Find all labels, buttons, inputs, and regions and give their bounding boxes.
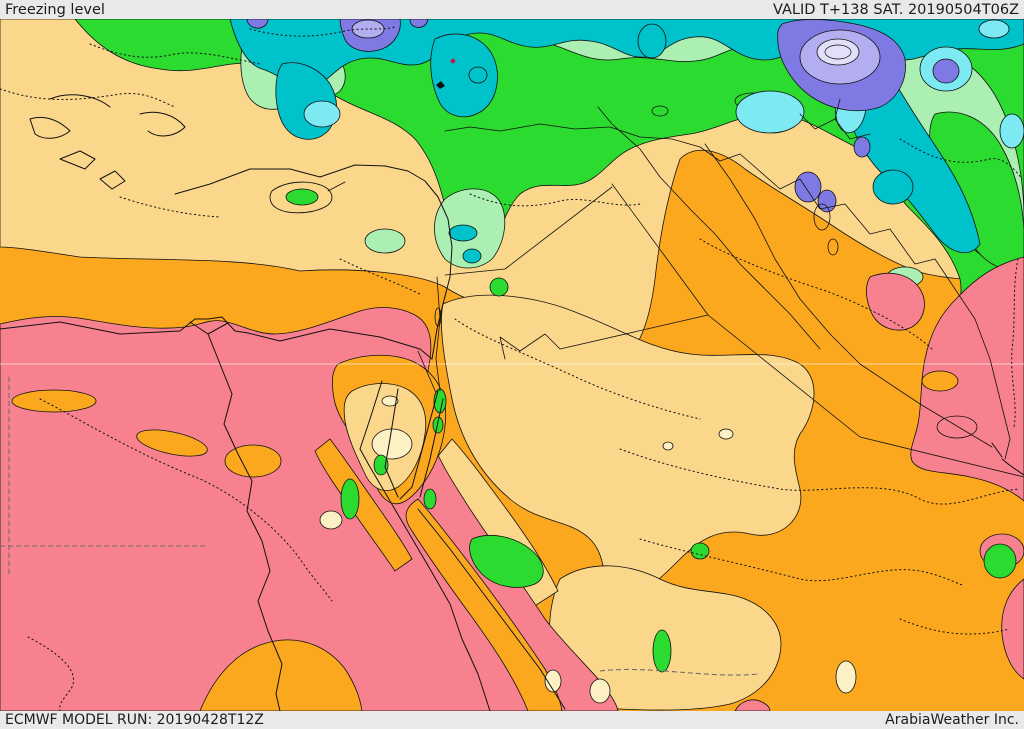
marmara-coast bbox=[49, 94, 186, 137]
credit-label: ArabiaWeather Inc. bbox=[885, 712, 1019, 728]
field-green-spots bbox=[340, 277, 1017, 673]
freezing-level-map-canvas bbox=[0, 19, 1024, 711]
nile-delta-branches bbox=[189, 321, 229, 335]
footer-bar: ECMWF MODEL RUN: 20190428T12Z ArabiaWeat… bbox=[0, 711, 1024, 729]
gulfs-and-east-coast bbox=[384, 388, 566, 710]
field-tan-central bbox=[433, 294, 815, 711]
small-markers bbox=[436, 58, 456, 89]
black-marker bbox=[436, 81, 445, 89]
red-sea-west-coast bbox=[359, 380, 491, 711]
border-syria-iraq bbox=[611, 183, 709, 316]
country-borders bbox=[417, 98, 1024, 478]
field-palelavender-core bbox=[816, 38, 860, 66]
field-pink-egypt bbox=[0, 307, 771, 711]
tigris-river bbox=[704, 143, 993, 448]
pink-east-orange-hole bbox=[921, 370, 959, 392]
border-turkey-syria bbox=[444, 123, 756, 168]
header-bar: Freezing level VALID T+138 SAT. 20190504… bbox=[0, 0, 1024, 19]
nile-river bbox=[207, 333, 283, 711]
map-title: Freezing level bbox=[5, 1, 105, 18]
aegean-coast bbox=[29, 116, 126, 190]
red-dot-marker bbox=[450, 58, 456, 64]
contour-ring bbox=[824, 44, 852, 60]
border-iraq-iran bbox=[754, 166, 1011, 460]
field-cream-blobs bbox=[319, 395, 857, 704]
euphrates-river bbox=[597, 106, 821, 350]
border-jordan-saudi bbox=[499, 314, 709, 360]
border-iraq-saudi bbox=[707, 314, 1024, 478]
border-syria-jordan bbox=[444, 186, 613, 276]
coastlines bbox=[0, 94, 1024, 711]
cyprus-ne-tip bbox=[327, 181, 346, 192]
persian-gulf-coast bbox=[991, 442, 1024, 476]
border-jordan-valley bbox=[435, 276, 441, 392]
border-egypt-israel bbox=[417, 350, 437, 394]
weather-map bbox=[0, 19, 1024, 711]
border-turkey-caucasus bbox=[799, 98, 871, 140]
cyprus-green-core bbox=[285, 188, 319, 206]
field-pink-east bbox=[866, 256, 1024, 680]
dashed-borders bbox=[0, 377, 759, 676]
valid-time-label: VALID T+138 SAT. 20190504T06Z bbox=[773, 1, 1019, 18]
model-run-label: ECMWF MODEL RUN: 20190428T12Z bbox=[5, 712, 264, 728]
dashed-saudi bbox=[599, 668, 759, 676]
dotted-contours bbox=[0, 26, 1023, 711]
